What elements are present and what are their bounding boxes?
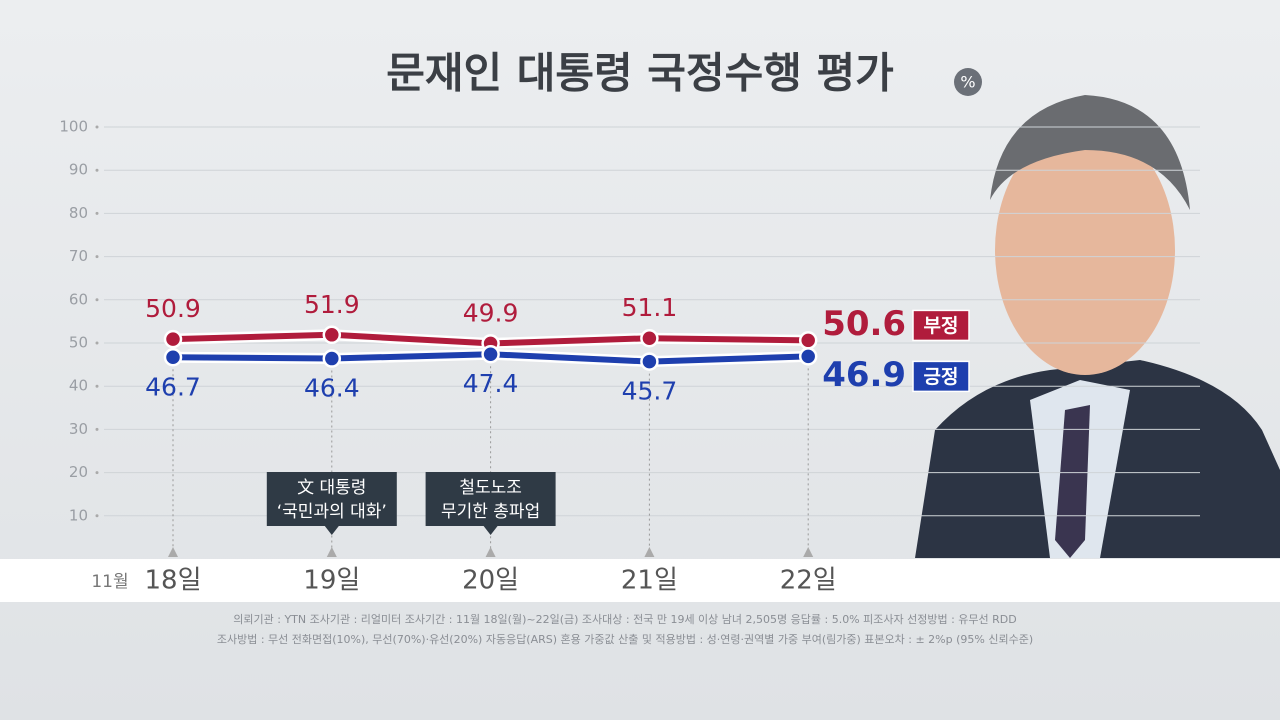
legend-label: 긍정 — [924, 366, 959, 388]
annotation-box — [266, 472, 397, 526]
guide-arrow — [326, 547, 337, 557]
guide-arrow — [168, 547, 178, 557]
tick-mark — [95, 384, 99, 388]
x-prefix: 11월 — [91, 572, 128, 592]
annotation-pointer — [324, 526, 339, 535]
value-label: 47.4 — [463, 369, 519, 398]
value-label: 51.1 — [622, 293, 678, 322]
point — [798, 347, 818, 366]
x-tick-label: 18일 — [144, 566, 201, 596]
point — [163, 348, 183, 367]
chart-title: 문재인 대통령 국정수행 평가 — [386, 49, 894, 98]
y-tick-label: 20 — [69, 463, 88, 481]
end-value-label: 46.9 — [822, 355, 906, 395]
y-tick-label: 50 — [69, 334, 88, 352]
annotation-text: 무기한 총파업 — [441, 502, 540, 522]
y-tick-label: 10 — [69, 506, 88, 524]
y-tick-label: 70 — [69, 247, 88, 265]
tick-mark — [95, 298, 99, 302]
tick-mark — [95, 514, 99, 518]
legend-label: 부정 — [924, 315, 959, 337]
value-label: 46.7 — [145, 372, 201, 401]
y-tick-label: 60 — [69, 290, 88, 308]
y-tick-label: 90 — [69, 161, 88, 179]
unit: % — [960, 73, 975, 92]
guide-arrow — [485, 547, 496, 557]
point — [322, 325, 342, 345]
legend-box — [912, 309, 970, 342]
x-axis-band — [0, 559, 1280, 602]
annotation-pointer — [483, 526, 498, 535]
y-tick-label: 40 — [69, 377, 88, 395]
x-tick-label: 20일 — [462, 566, 519, 596]
tick-mark — [95, 427, 99, 431]
end-value-label: 50.6 — [822, 304, 906, 344]
footnote: 의뢰기관 : YTN 조사기관 : 리얼미터 조사기간 : 11월 18일(월)… — [233, 612, 1016, 626]
tick-mark — [95, 125, 99, 129]
guide-arrow — [803, 547, 814, 557]
point — [163, 329, 183, 349]
tick-mark — [95, 341, 99, 345]
point — [798, 331, 818, 350]
tick-mark — [95, 471, 99, 475]
value-label: 51.9 — [304, 290, 360, 319]
value-label: 50.9 — [145, 294, 201, 323]
tick-mark — [95, 168, 99, 172]
y-tick-label: 30 — [69, 420, 88, 438]
guide-arrow — [644, 547, 655, 557]
x-tick-label: 22일 — [780, 566, 837, 596]
y-tick-label: 80 — [69, 204, 88, 222]
y-tick-label: 100 — [59, 118, 88, 136]
annotation-box — [425, 472, 556, 526]
value-label: 49.9 — [463, 298, 519, 327]
value-label: 46.4 — [304, 374, 360, 403]
annotation-text: 철도노조 — [459, 478, 522, 498]
annotation-text: 文 대통령 — [297, 478, 366, 498]
tick-mark — [95, 211, 99, 215]
unit-badge — [954, 68, 982, 96]
point — [640, 352, 659, 371]
annotation-text: ‘국민과의 대화’ — [277, 502, 387, 522]
x-tick-label: 21일 — [621, 566, 678, 596]
point — [481, 344, 500, 364]
point — [322, 349, 342, 368]
value-label: 45.7 — [622, 377, 678, 406]
portrait — [915, 95, 1280, 558]
point — [640, 328, 659, 348]
footnote: 조사방법 : 무선 전화면접(10%), 무선(70%)·유선(20%) 자동응… — [217, 633, 1033, 646]
x-tick-label: 19일 — [303, 566, 360, 596]
tick-mark — [95, 255, 99, 259]
legend-box — [912, 360, 970, 393]
